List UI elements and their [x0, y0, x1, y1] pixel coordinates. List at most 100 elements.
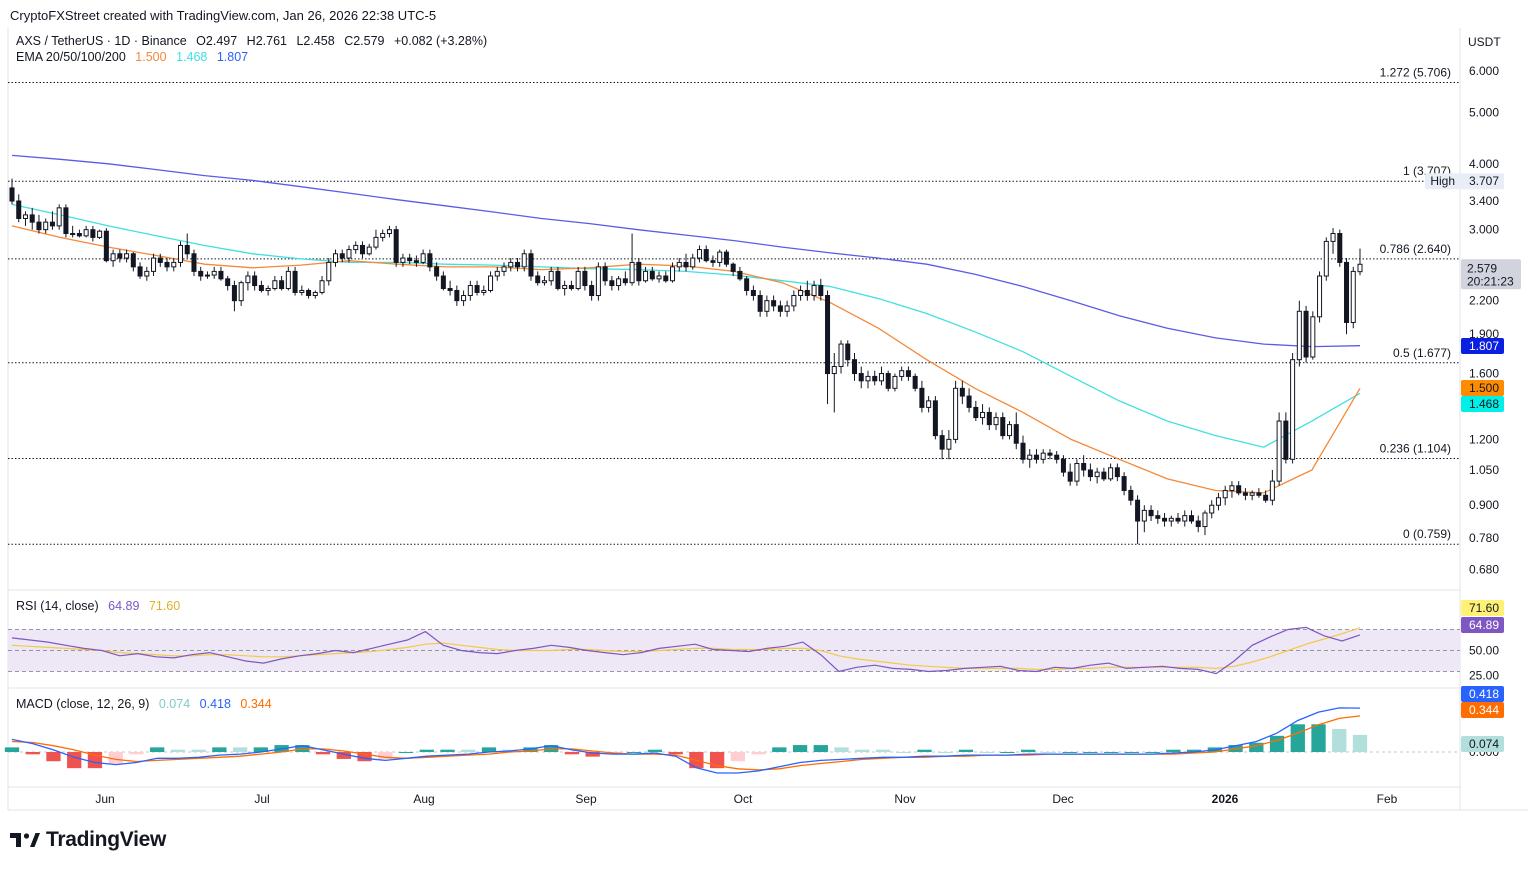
candle-down [1256, 492, 1262, 496]
time-axis[interactable]: Jun Jul Aug Sep Oct Nov Dec 2026 Feb [95, 792, 1397, 806]
candle-up [22, 214, 28, 219]
price-tick-label: 6.000 [1469, 64, 1499, 78]
candle-up [1040, 452, 1046, 460]
candle-down [1148, 509, 1154, 517]
symbol-legend[interactable]: AXS / TetherUS · 1D · Binance O2.497 H2.… [16, 34, 487, 48]
ema200-tag-bg [1461, 338, 1504, 354]
price-tick-label: 5.000 [1469, 106, 1499, 120]
rsi-label: RSI (14, close) [16, 599, 99, 613]
candle-down [130, 253, 136, 268]
candle-down [582, 270, 588, 287]
macd-line-tag: 0.418 [1469, 687, 1499, 701]
candle-down [231, 285, 237, 302]
candle-down [730, 263, 736, 272]
candle-up [1350, 270, 1356, 323]
macd-histogram-bar [440, 749, 455, 752]
candle-up [1357, 263, 1363, 273]
currency-label[interactable]: USDT [1468, 35, 1501, 49]
candle-up [899, 370, 905, 377]
tradingview-logo[interactable]: TradingView [10, 828, 166, 852]
price-tick-label: 4.000 [1469, 157, 1499, 171]
candle-down [413, 260, 419, 263]
candle-up [643, 270, 649, 282]
candle-up [56, 207, 62, 227]
tradingview-logo-icon [10, 833, 40, 847]
candle-down [885, 373, 891, 389]
candle-up [717, 251, 723, 263]
macd-histogram-bar [129, 752, 144, 755]
high-tag-label: High [1430, 174, 1455, 188]
candle-up [380, 233, 386, 238]
candle-up [616, 278, 622, 287]
candle-down [771, 300, 777, 307]
candle-up [299, 289, 305, 293]
candle-up [312, 291, 318, 297]
price-tick-label: 1.900 [1469, 327, 1499, 341]
price-tick-label: 0.680 [1469, 562, 1499, 576]
candle-up [1330, 233, 1336, 242]
candle-down [514, 261, 521, 268]
candle-down [292, 270, 298, 293]
macd-histogram-bar [461, 749, 476, 752]
rsi-value: 64.89 [108, 599, 139, 613]
candle-up [1317, 275, 1323, 318]
candle-up [238, 282, 244, 302]
candle-down [225, 278, 231, 287]
macd-line-value: 0.418 [200, 697, 231, 711]
fib-levels: 1.272 (5.706)1 (3.707)0.786 (2.640)0.5 (… [8, 66, 1460, 545]
candle-down [905, 370, 911, 377]
macd-histogram-bar [751, 752, 766, 755]
candle-down [1188, 515, 1195, 522]
candle-down [1337, 233, 1343, 263]
candle-down [427, 253, 433, 268]
candle-down [818, 285, 824, 297]
price-axis[interactable]: 6.000 5.000 4.000 3.400 3.000 2.200 1.900 1.600… [1469, 64, 1499, 576]
candle-up [144, 270, 150, 277]
candle-down [474, 285, 480, 293]
macd-histogram-bar [253, 747, 269, 752]
candle-down [1155, 515, 1161, 519]
legend-open: O2.497 [196, 34, 237, 48]
candle-down [959, 387, 965, 397]
candle-up [629, 261, 635, 284]
candle-down [777, 305, 783, 312]
candle-down [932, 400, 938, 437]
macd-histogram-bar [481, 747, 497, 752]
candle-down [103, 230, 109, 262]
candle-down [184, 244, 190, 255]
candle-down [1087, 469, 1093, 478]
candle-down [872, 375, 878, 382]
candle-down [191, 253, 197, 272]
high-tag-bg [1425, 173, 1504, 190]
candle-down [1283, 420, 1289, 460]
macd-histogram-bar [108, 752, 123, 764]
macd-histogram-bar [336, 752, 351, 759]
candle-up [285, 270, 291, 289]
ema-lines [11, 154, 1361, 494]
candle-up [1310, 316, 1316, 358]
candle-down [1047, 452, 1053, 456]
candle-up [696, 249, 702, 259]
candle-up [1296, 310, 1302, 361]
candle-down [1013, 424, 1019, 444]
candle-down [535, 275, 541, 284]
candle-up [926, 400, 932, 408]
candle-down [1263, 494, 1269, 501]
candle-up [521, 253, 527, 268]
rsi-legend[interactable]: RSI (14, close) 64.89 71.60 [16, 599, 180, 613]
candle-up [865, 375, 871, 382]
macd-histogram-bar [958, 749, 974, 752]
price-tag-value: 2.579 [1467, 261, 1497, 275]
candle-down [454, 289, 460, 302]
time-tick-label: Dec [1052, 792, 1073, 806]
price-tag-bg [1461, 259, 1521, 290]
candle-down [723, 251, 729, 265]
ema-legend[interactable]: EMA 20/50/100/200 1.500 1.468 1.807 [16, 50, 248, 64]
macd-histogram-bar [1186, 749, 1202, 752]
candle-down [339, 253, 345, 259]
macd-legend[interactable]: MACD (close, 12, 26, 9) 0.074 0.418 0.34… [16, 697, 272, 711]
candle-up [481, 289, 487, 293]
ema-legend-label: EMA 20/50/100/200 [16, 50, 126, 64]
fib-level-label: 0.5 (1.677) [1393, 346, 1451, 360]
